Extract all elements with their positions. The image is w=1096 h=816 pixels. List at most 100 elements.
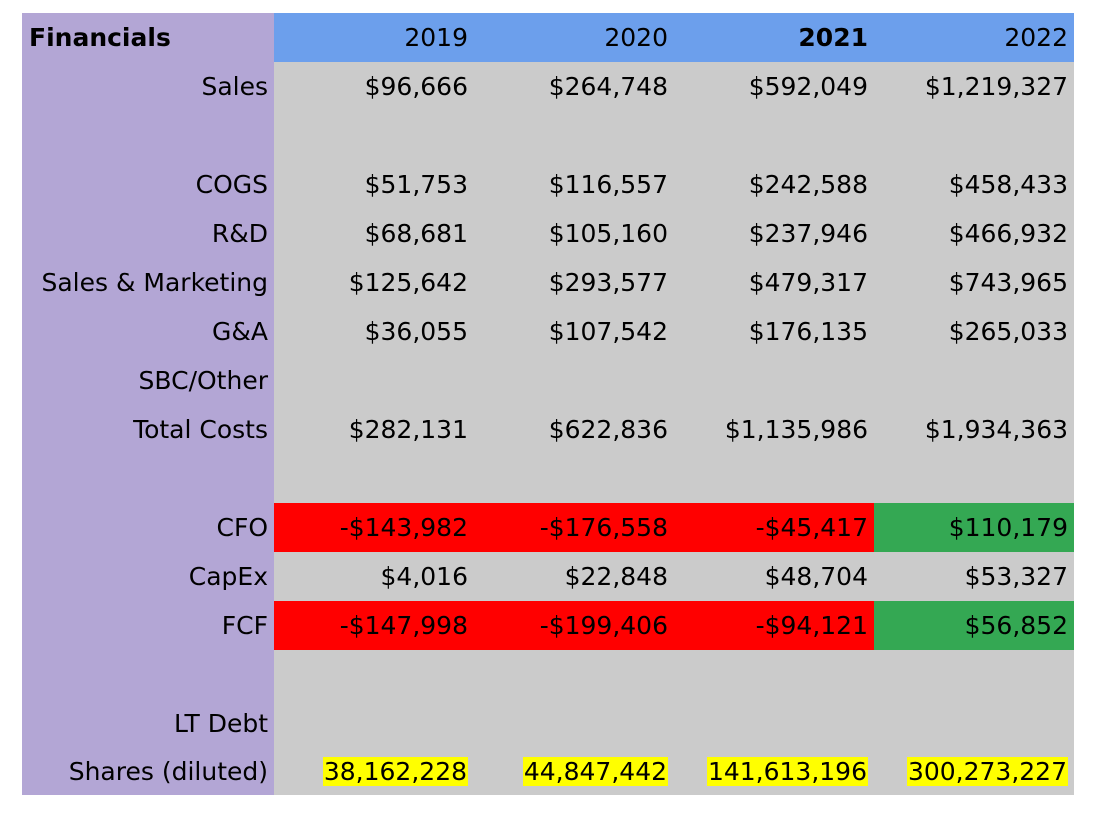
shares-2019: 38,162,228 [322,756,468,786]
sales-2022[interactable]: $1,219,327 [874,62,1074,111]
rd-2022[interactable]: $466,932 [874,209,1074,258]
ga-2022[interactable]: $265,033 [874,307,1074,356]
fcf-2022[interactable]: $56,852 [874,601,1074,650]
empty-cell[interactable] [674,650,874,699]
sbc-2021[interactable] [674,356,874,405]
cfo-2020[interactable]: -$176,558 [474,503,674,552]
capex-2019[interactable]: $4,016 [274,552,474,601]
row-empty-2 [22,454,1074,503]
sm-2020[interactable]: $293,577 [474,258,674,307]
shares-cell-2022[interactable]: 300,273,227 [874,747,1074,795]
year-header-2019[interactable]: 2019 [274,13,474,62]
cfo-2022[interactable]: $110,179 [874,503,1074,552]
cfo-2019[interactable]: -$143,982 [274,503,474,552]
row-capex: CapEx $4,016 $22,848 $48,704 $53,327 [22,552,1074,601]
empty-cell[interactable] [274,111,474,160]
row-lt-debt: LT Debt [22,699,1074,747]
empty-label-cell[interactable] [22,454,274,503]
row-rd: R&D $68,681 $105,160 $237,946 $466,932 [22,209,1074,258]
ga-2020[interactable]: $107,542 [474,307,674,356]
year-header-2020[interactable]: 2020 [474,13,674,62]
row-label-shares-diluted[interactable]: Shares (diluted) [22,747,274,795]
row-cfo: CFO -$143,982 -$176,558 -$45,417 $110,17… [22,503,1074,552]
empty-cell[interactable] [474,111,674,160]
cogs-2022[interactable]: $458,433 [874,160,1074,209]
empty-cell[interactable] [874,650,1074,699]
shares-cell-2019[interactable]: 38,162,228 [274,747,474,795]
shares-cell-2020[interactable]: 44,847,442 [474,747,674,795]
shares-2021: 141,613,196 [706,756,868,786]
lt-debt-2022[interactable] [874,699,1074,747]
fcf-2020[interactable]: -$199,406 [474,601,674,650]
shares-cell-2021[interactable]: 141,613,196 [674,747,874,795]
row-shares-diluted: Shares (diluted) 38,162,228 44,847,442 1… [22,747,1074,795]
sbc-2022[interactable] [874,356,1074,405]
sm-2022[interactable]: $743,965 [874,258,1074,307]
row-fcf: FCF -$147,998 -$199,406 -$94,121 $56,852 [22,601,1074,650]
lt-debt-2020[interactable] [474,699,674,747]
rd-2019[interactable]: $68,681 [274,209,474,258]
row-empty-3 [22,650,1074,699]
row-label-sales-marketing[interactable]: Sales & Marketing [22,258,274,307]
shares-2020: 44,847,442 [522,756,668,786]
row-label-sbc-other[interactable]: SBC/Other [22,356,274,405]
total-costs-2020[interactable]: $622,836 [474,405,674,454]
fcf-2021[interactable]: -$94,121 [674,601,874,650]
row-label-capex[interactable]: CapEx [22,552,274,601]
year-header-2021[interactable]: 2021 [674,13,874,62]
sales-2019[interactable]: $96,666 [274,62,474,111]
capex-2022[interactable]: $53,327 [874,552,1074,601]
rd-2021[interactable]: $237,946 [674,209,874,258]
empty-cell[interactable] [274,650,474,699]
lt-debt-2021[interactable] [674,699,874,747]
row-sbc-other: SBC/Other [22,356,1074,405]
row-empty-1 [22,111,1074,160]
empty-label-cell[interactable] [22,650,274,699]
row-ga: G&A $36,055 $107,542 $176,135 $265,033 [22,307,1074,356]
row-label-ga[interactable]: G&A [22,307,274,356]
cogs-2019[interactable]: $51,753 [274,160,474,209]
header-row: Financials 2019 2020 2021 2022 [22,13,1074,62]
empty-cell[interactable] [474,650,674,699]
row-label-cfo[interactable]: CFO [22,503,274,552]
row-label-rd[interactable]: R&D [22,209,274,258]
row-label-sales[interactable]: Sales [22,62,274,111]
row-label-fcf[interactable]: FCF [22,601,274,650]
row-total-costs: Total Costs $282,131 $622,836 $1,135,986… [22,405,1074,454]
ga-2019[interactable]: $36,055 [274,307,474,356]
cfo-2021[interactable]: -$45,417 [674,503,874,552]
sbc-2020[interactable] [474,356,674,405]
row-label-total-costs[interactable]: Total Costs [22,405,274,454]
ga-2021[interactable]: $176,135 [674,307,874,356]
lt-debt-2019[interactable] [274,699,474,747]
year-header-2022[interactable]: 2022 [874,13,1074,62]
table-title[interactable]: Financials [22,13,274,62]
empty-label-cell[interactable] [22,111,274,160]
capex-2020[interactable]: $22,848 [474,552,674,601]
sales-2020[interactable]: $264,748 [474,62,674,111]
empty-cell[interactable] [874,111,1074,160]
sm-2021[interactable]: $479,317 [674,258,874,307]
sm-2019[interactable]: $125,642 [274,258,474,307]
cogs-2020[interactable]: $116,557 [474,160,674,209]
cogs-2021[interactable]: $242,588 [674,160,874,209]
empty-cell[interactable] [274,454,474,503]
row-sales-marketing: Sales & Marketing $125,642 $293,577 $479… [22,258,1074,307]
empty-cell[interactable] [474,454,674,503]
row-sales: Sales $96,666 $264,748 $592,049 $1,219,3… [22,62,1074,111]
empty-cell[interactable] [674,454,874,503]
empty-cell[interactable] [674,111,874,160]
row-label-cogs[interactable]: COGS [22,160,274,209]
rd-2020[interactable]: $105,160 [474,209,674,258]
capex-2021[interactable]: $48,704 [674,552,874,601]
total-costs-2019[interactable]: $282,131 [274,405,474,454]
row-cogs: COGS $51,753 $116,557 $242,588 $458,433 [22,160,1074,209]
sbc-2019[interactable] [274,356,474,405]
total-costs-2022[interactable]: $1,934,363 [874,405,1074,454]
total-costs-2021[interactable]: $1,135,986 [674,405,874,454]
financials-sheet: Financials 2019 2020 2021 2022 Sales $96… [22,13,1074,797]
row-label-lt-debt[interactable]: LT Debt [22,699,274,747]
fcf-2019[interactable]: -$147,998 [274,601,474,650]
empty-cell[interactable] [874,454,1074,503]
sales-2021[interactable]: $592,049 [674,62,874,111]
